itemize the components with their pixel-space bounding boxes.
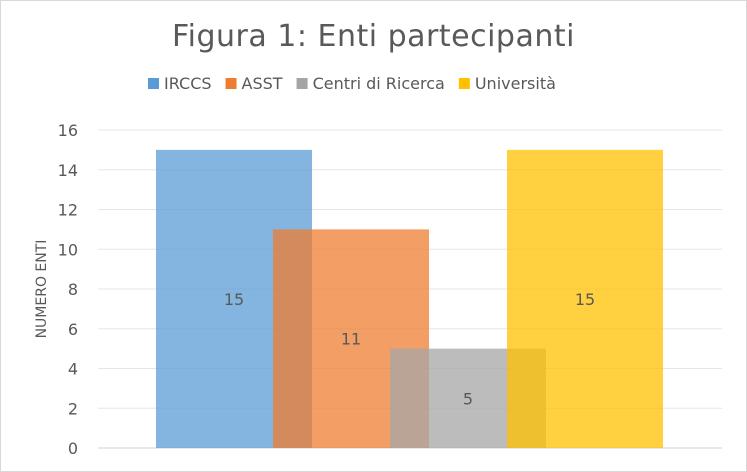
y-tick-label: 0 [68,439,78,458]
data-label: 11 [341,330,361,349]
legend-swatch [458,78,470,89]
y-tick-label: 4 [68,360,78,379]
y-tick-label: 12 [58,201,78,220]
legend-swatch [296,78,308,89]
legend-label: ASST [242,74,283,93]
y-tick-label: 6 [68,320,78,339]
legend-swatch [148,78,159,89]
y-tick-label: 14 [58,161,78,180]
legend-swatch [225,78,237,89]
y-tick-label: 2 [68,399,78,418]
data-label: 15 [224,290,244,309]
data-label: 15 [575,290,595,309]
legend-label: Università [475,74,556,93]
legend-label: Centri di Ricerca [313,74,445,93]
y-tick-label: 16 [58,121,78,140]
chart-title: Figura 1: Enti partecipanti [172,19,575,54]
data-label: 5 [463,389,473,408]
y-tick-label: 8 [68,280,78,299]
y-tick-label: 10 [58,240,78,259]
legend-label: IRCCS [164,74,212,93]
bar-universit- [507,149,663,448]
y-axis-label: NUMERO ENTI [34,240,50,339]
